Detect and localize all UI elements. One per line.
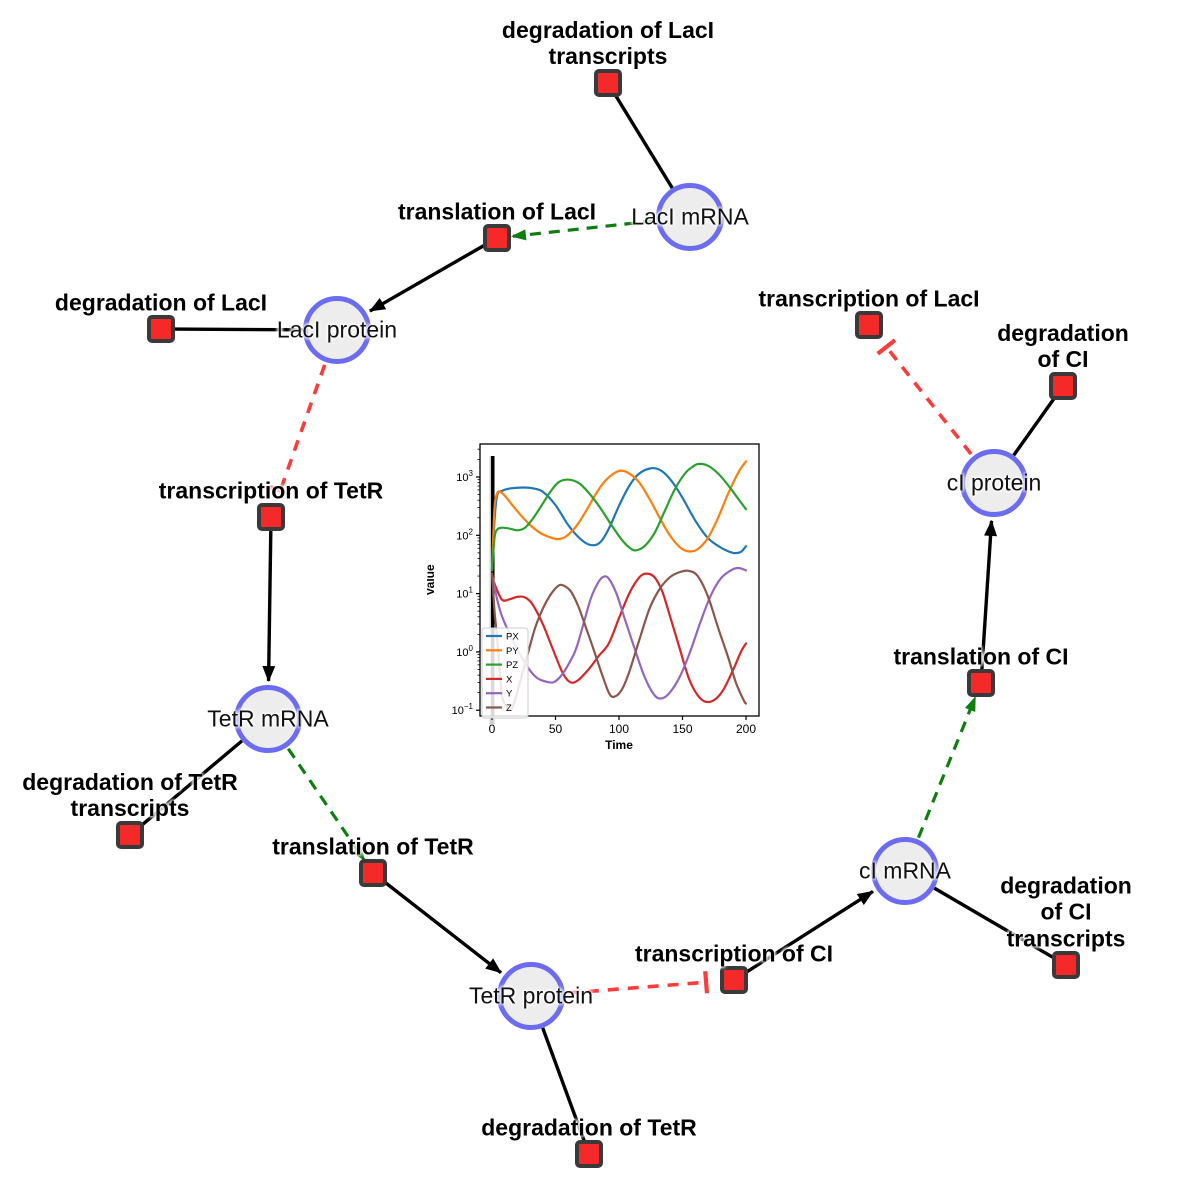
- ytick-1e3: 103: [456, 469, 473, 484]
- ytick-1e0: 100: [456, 644, 473, 659]
- reaction-node-transl_laci[interactable]: [483, 224, 511, 252]
- reaction-label-deg_tetr_tx: degradation of TetR transcripts: [22, 769, 238, 822]
- series-PZ: [490, 462, 748, 572]
- edge-ci_protein-txn_laci: [876, 338, 973, 456]
- edge-tetr_protein-deg_tetr: [541, 1027, 587, 1144]
- edge-tetr_protein-txn_ci: [567, 971, 710, 995]
- edge-laci_protein-txn_tetr: [269, 364, 327, 497]
- inset-chart: 0 50 100 150 200 103 102 101 100 10−1 Time Value PX P…: [423, 436, 772, 771]
- legend-label-X: X: [506, 674, 513, 685]
- reaction-label-txn_ci: transcription of CI: [634, 940, 834, 967]
- reaction-label-transl_ci: translation of CI: [893, 643, 1069, 670]
- timecourse-chart: 0 50 100 150 200 103 102 101 100 10−1 Time Value PX P…: [423, 443, 760, 752]
- reaction-node-deg_ci_tx[interactable]: [1052, 951, 1080, 979]
- series-PY: [490, 460, 748, 572]
- edge-deg_laci-laci_protein: [172, 327, 304, 332]
- reaction-label-deg_laci_tx: degradation of LacI transcripts: [501, 17, 715, 70]
- edge-transl_ci-ci_protein: [980, 519, 998, 671]
- legend-label-Y: Y: [506, 689, 513, 700]
- species-label-laci_mrna: LacI mRNA: [631, 203, 749, 230]
- series-Z: [490, 569, 748, 712]
- species-label-tetr_protein: TetR protein: [468, 982, 594, 1009]
- species-node-ci_protein[interactable]: [960, 449, 1028, 517]
- reaction-label-txn_laci: transcription of LacI: [758, 285, 980, 312]
- species-node-laci_protein[interactable]: [303, 296, 371, 364]
- ytick-1e2: 102: [456, 527, 473, 542]
- xtick-100: 100: [609, 722, 629, 736]
- edge-ci_mrna-transl_ci: [917, 695, 977, 839]
- reaction-node-transl_ci[interactable]: [967, 669, 995, 697]
- species-label-laci_protein: LacI protein: [276, 316, 398, 343]
- edge-txn_tetr-tetr_mrna: [262, 529, 276, 683]
- legend-box: [481, 627, 529, 719]
- reaction-node-deg_tetr[interactable]: [575, 1140, 603, 1168]
- reaction-node-txn_tetr[interactable]: [257, 503, 285, 531]
- legend-label-PX: PX: [506, 632, 519, 643]
- series-X: [490, 572, 748, 704]
- reaction-label-deg_laci: degradation of LacI: [54, 289, 268, 316]
- species-node-tetr_protein[interactable]: [497, 962, 565, 1030]
- reaction-label-txn_tetr: transcription of TetR: [158, 477, 384, 504]
- series-PX: [490, 466, 748, 572]
- species-node-laci_mrna[interactable]: [656, 183, 724, 251]
- xtick-0: 0: [489, 722, 496, 736]
- reaction-node-transl_tetr[interactable]: [359, 859, 387, 887]
- species-node-ci_mrna[interactable]: [871, 837, 939, 905]
- legend-label-PZ: PZ: [506, 660, 518, 671]
- reaction-label-transl_laci: translation of LacI: [397, 198, 597, 225]
- ytick-1e1: 101: [456, 586, 473, 601]
- edge-txn_ci-ci_mrna: [744, 889, 874, 975]
- reaction-node-deg_tetr_tx[interactable]: [116, 821, 144, 849]
- species-label-ci_protein: cI protein: [946, 469, 1042, 496]
- species-label-ci_mrna: cI mRNA: [859, 857, 951, 884]
- reaction-node-deg_laci_tx[interactable]: [594, 69, 622, 97]
- edge-ci_mrna-deg_ci_tx: [933, 886, 1057, 961]
- reaction-node-txn_ci[interactable]: [720, 966, 748, 994]
- edge-transl_laci-laci_protein: [369, 243, 487, 313]
- ytick-1e-1: 10−1: [452, 702, 474, 717]
- edge-laci_mrna-transl_laci: [510, 219, 655, 241]
- reaction-label-deg_ci_tx: degradation of CI transcripts: [1000, 872, 1132, 952]
- xtick-200: 200: [736, 722, 756, 736]
- reaction-node-deg_laci[interactable]: [147, 315, 175, 343]
- xtick-150: 150: [672, 722, 692, 736]
- edge-ci_protein-deg_ci: [1012, 394, 1058, 457]
- reaction-label-deg_tetr: degradation of TetR: [481, 1114, 697, 1141]
- species-label-tetr_mrna: TetR mRNA: [207, 705, 329, 732]
- edge-tetr_mrna-transl_tetr: [286, 747, 366, 862]
- species-node-tetr_mrna[interactable]: [234, 685, 302, 753]
- edge-transl_tetr-tetr_protein: [382, 879, 503, 974]
- legend-label-Z: Z: [506, 703, 512, 714]
- reaction-label-deg_ci: degradation of CI: [997, 320, 1129, 373]
- legend-label-PY: PY: [506, 646, 519, 657]
- xtick-50: 50: [549, 722, 563, 736]
- edge-deg_laci_tx-laci_mrna: [612, 92, 674, 189]
- edge-tetr_mrna-deg_tetr_tx: [138, 739, 244, 829]
- xlabel: Time: [605, 738, 633, 752]
- series-Y: [490, 566, 748, 700]
- ylabel: Value: [427, 564, 437, 596]
- reaction-label-transl_tetr: translation of TetR: [272, 833, 474, 860]
- reaction-node-txn_laci[interactable]: [855, 311, 883, 339]
- reaction-node-deg_ci[interactable]: [1049, 372, 1077, 400]
